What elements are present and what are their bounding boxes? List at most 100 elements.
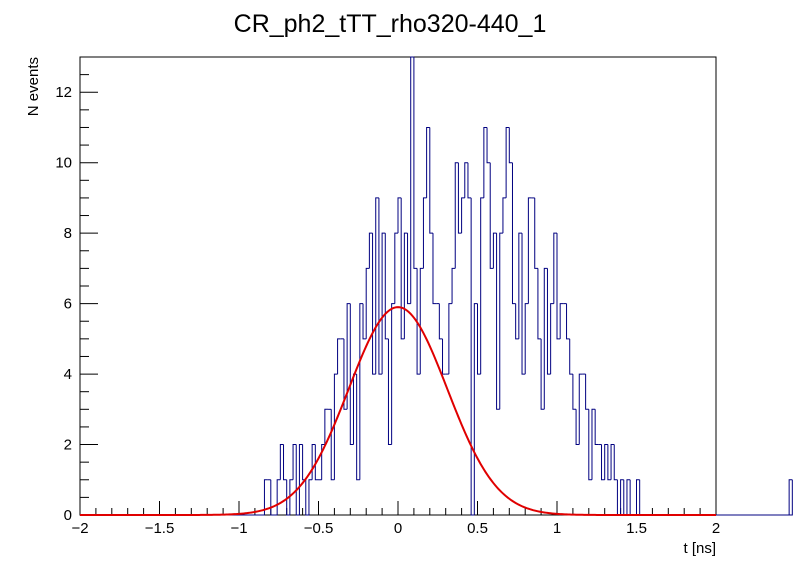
hist-bin (324, 408, 329, 445)
hist-bin (263, 479, 268, 515)
hist-bin (566, 303, 570, 340)
hist-bin (457, 162, 462, 234)
hist-bin (343, 338, 348, 410)
hist-bin (438, 303, 443, 340)
y-tick-label: 0 (64, 507, 72, 524)
hist-bin (492, 232, 497, 269)
hist-bin (569, 338, 573, 375)
hist-bin (372, 233, 376, 375)
x-tick-label: 0.5 (467, 520, 488, 537)
hist-bin (442, 338, 446, 375)
hist-bin (546, 268, 551, 375)
hist-bin (448, 303, 453, 375)
hist-bin (286, 479, 290, 516)
hist-bin (305, 479, 309, 516)
hist-bin (413, 57, 418, 269)
hist-bin (518, 232, 523, 339)
hist-bin (489, 162, 494, 269)
hist-bin (410, 56, 414, 304)
hist-bin (464, 162, 468, 198)
hist-bin (537, 268, 542, 340)
hist-bin (610, 444, 615, 480)
hist-bin (279, 444, 284, 480)
hist-bin (432, 233, 437, 305)
hist-bin (467, 162, 472, 199)
hist-bin (473, 303, 478, 515)
hist-bin (314, 444, 319, 481)
y-tick-label: 2 (64, 437, 72, 454)
x-tick-label: −0.5 (304, 520, 334, 537)
hist-bin (407, 233, 411, 305)
hist-bin (416, 268, 421, 375)
hist-bin (397, 197, 402, 234)
hist-bin (639, 479, 643, 516)
hist-bin (394, 232, 398, 304)
hist-bin (403, 232, 408, 339)
x-tick-label: −2 (71, 520, 88, 537)
y-tick-label: 10 (55, 155, 72, 172)
hist-bin (607, 444, 612, 481)
hist-bin (295, 444, 300, 516)
hist-bin (477, 303, 481, 375)
hist-bin (496, 233, 500, 410)
hist-bin (505, 126, 510, 198)
x-tick-label: 2 (712, 520, 720, 537)
y-tick-label: 4 (64, 366, 72, 383)
hist-bin (591, 408, 596, 480)
hist-bin (626, 479, 631, 515)
hist-bin (302, 444, 306, 481)
hist-bin (419, 267, 424, 375)
hist-bin (426, 126, 430, 198)
hist-bin (578, 373, 583, 445)
hist-bin (534, 197, 538, 269)
hist-bin (594, 409, 599, 446)
x-tick-label: 1 (553, 520, 561, 537)
hist-bin (381, 232, 386, 375)
fit-curve (80, 306, 716, 516)
hist-bin (292, 444, 297, 480)
x-tick-label: 0 (394, 520, 402, 537)
y-tick-label: 6 (64, 296, 72, 313)
x-axis-label: t [ns] (683, 540, 716, 557)
hist-bin (384, 233, 389, 340)
hist-bin (337, 338, 341, 375)
hist-bin (502, 197, 507, 234)
hist-bin (613, 444, 618, 481)
hist-bin (422, 197, 427, 269)
hist-bin (511, 162, 516, 305)
y-tick-label: 12 (55, 84, 72, 101)
hist-bin (480, 197, 484, 375)
plot-border (79, 56, 717, 516)
hist-bin (451, 267, 456, 304)
hist-bin (604, 444, 608, 480)
hist-bin (524, 303, 529, 375)
plot-frame (79, 56, 717, 516)
hist-bin (362, 303, 367, 340)
hist-tail (716, 479, 793, 516)
hist-bin (270, 479, 274, 516)
hist-bin (470, 197, 475, 516)
hist-bin (308, 479, 313, 515)
x-tick-label: −1 (230, 520, 247, 537)
hist-bin (454, 162, 459, 269)
hist-bin (543, 267, 548, 410)
hist-bin (499, 232, 503, 410)
x-tick-label: 1.5 (626, 520, 647, 537)
hist-bin (572, 374, 577, 410)
hist-bin (527, 197, 532, 304)
hist-bin (333, 373, 338, 480)
chart-title: CR_ph2_tTT_rho320-440_1 (234, 10, 547, 38)
hist-bin (559, 303, 564, 339)
y-axis-label: N events (25, 57, 42, 116)
hist-bin (368, 232, 373, 269)
hist-bin (575, 409, 580, 446)
hist-bin (283, 444, 287, 481)
hist-bin (321, 444, 325, 480)
hist-bin (400, 197, 405, 340)
hist-bin (521, 233, 526, 375)
hist-bin (276, 479, 281, 515)
hist-bin (636, 479, 640, 515)
hist-bin (550, 303, 554, 375)
y-axis: 0 2 4 6 8 10 12 (55, 56, 98, 524)
